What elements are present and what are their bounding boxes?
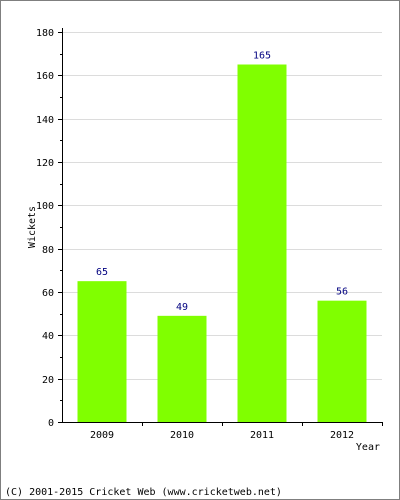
- y-axis-label: Wickets: [27, 206, 38, 248]
- bar: [237, 64, 287, 422]
- bars: [77, 64, 367, 422]
- y-tick-label: 60: [42, 288, 54, 299]
- y-tick-label: 140: [36, 115, 54, 126]
- axes: [58, 28, 383, 426]
- x-tick-label: 2011: [250, 430, 274, 441]
- y-tick-label: 100: [36, 201, 54, 212]
- data-label: 165: [253, 51, 271, 62]
- data-label: 56: [336, 287, 348, 298]
- bar: [157, 315, 207, 422]
- data-label: 65: [96, 267, 108, 278]
- data-label: 49: [176, 302, 188, 313]
- y-tick-label: 80: [42, 245, 54, 256]
- x-tick-labels: 2009 2010 2011 2012: [90, 430, 354, 441]
- y-tick-label: 40: [42, 331, 54, 342]
- data-labels: 65 49 165 56: [96, 51, 348, 313]
- y-tick-label: 180: [36, 28, 54, 39]
- y-tick-label: 120: [36, 158, 54, 169]
- y-tick-labels: 0 20 40 60 80 100 120 140 160 180: [36, 28, 54, 429]
- bar-chart: 0 20 40 60 80 100 120 140 160 180 2009 2010 2011 201…: [27, 28, 383, 453]
- x-tick-label: 2009: [90, 430, 114, 441]
- y-tick-label: 20: [42, 375, 54, 386]
- y-tick-label: 0: [48, 418, 54, 429]
- y-tick-label: 160: [36, 71, 54, 82]
- bar: [317, 300, 367, 422]
- x-tick-label: 2012: [330, 430, 354, 441]
- copyright-footer: (C) 2001-2015 Cricket Web (www.cricketwe…: [5, 487, 282, 498]
- x-tick-label: 2010: [170, 430, 194, 441]
- bar: [77, 281, 127, 422]
- x-axis-label: Year: [356, 442, 380, 453]
